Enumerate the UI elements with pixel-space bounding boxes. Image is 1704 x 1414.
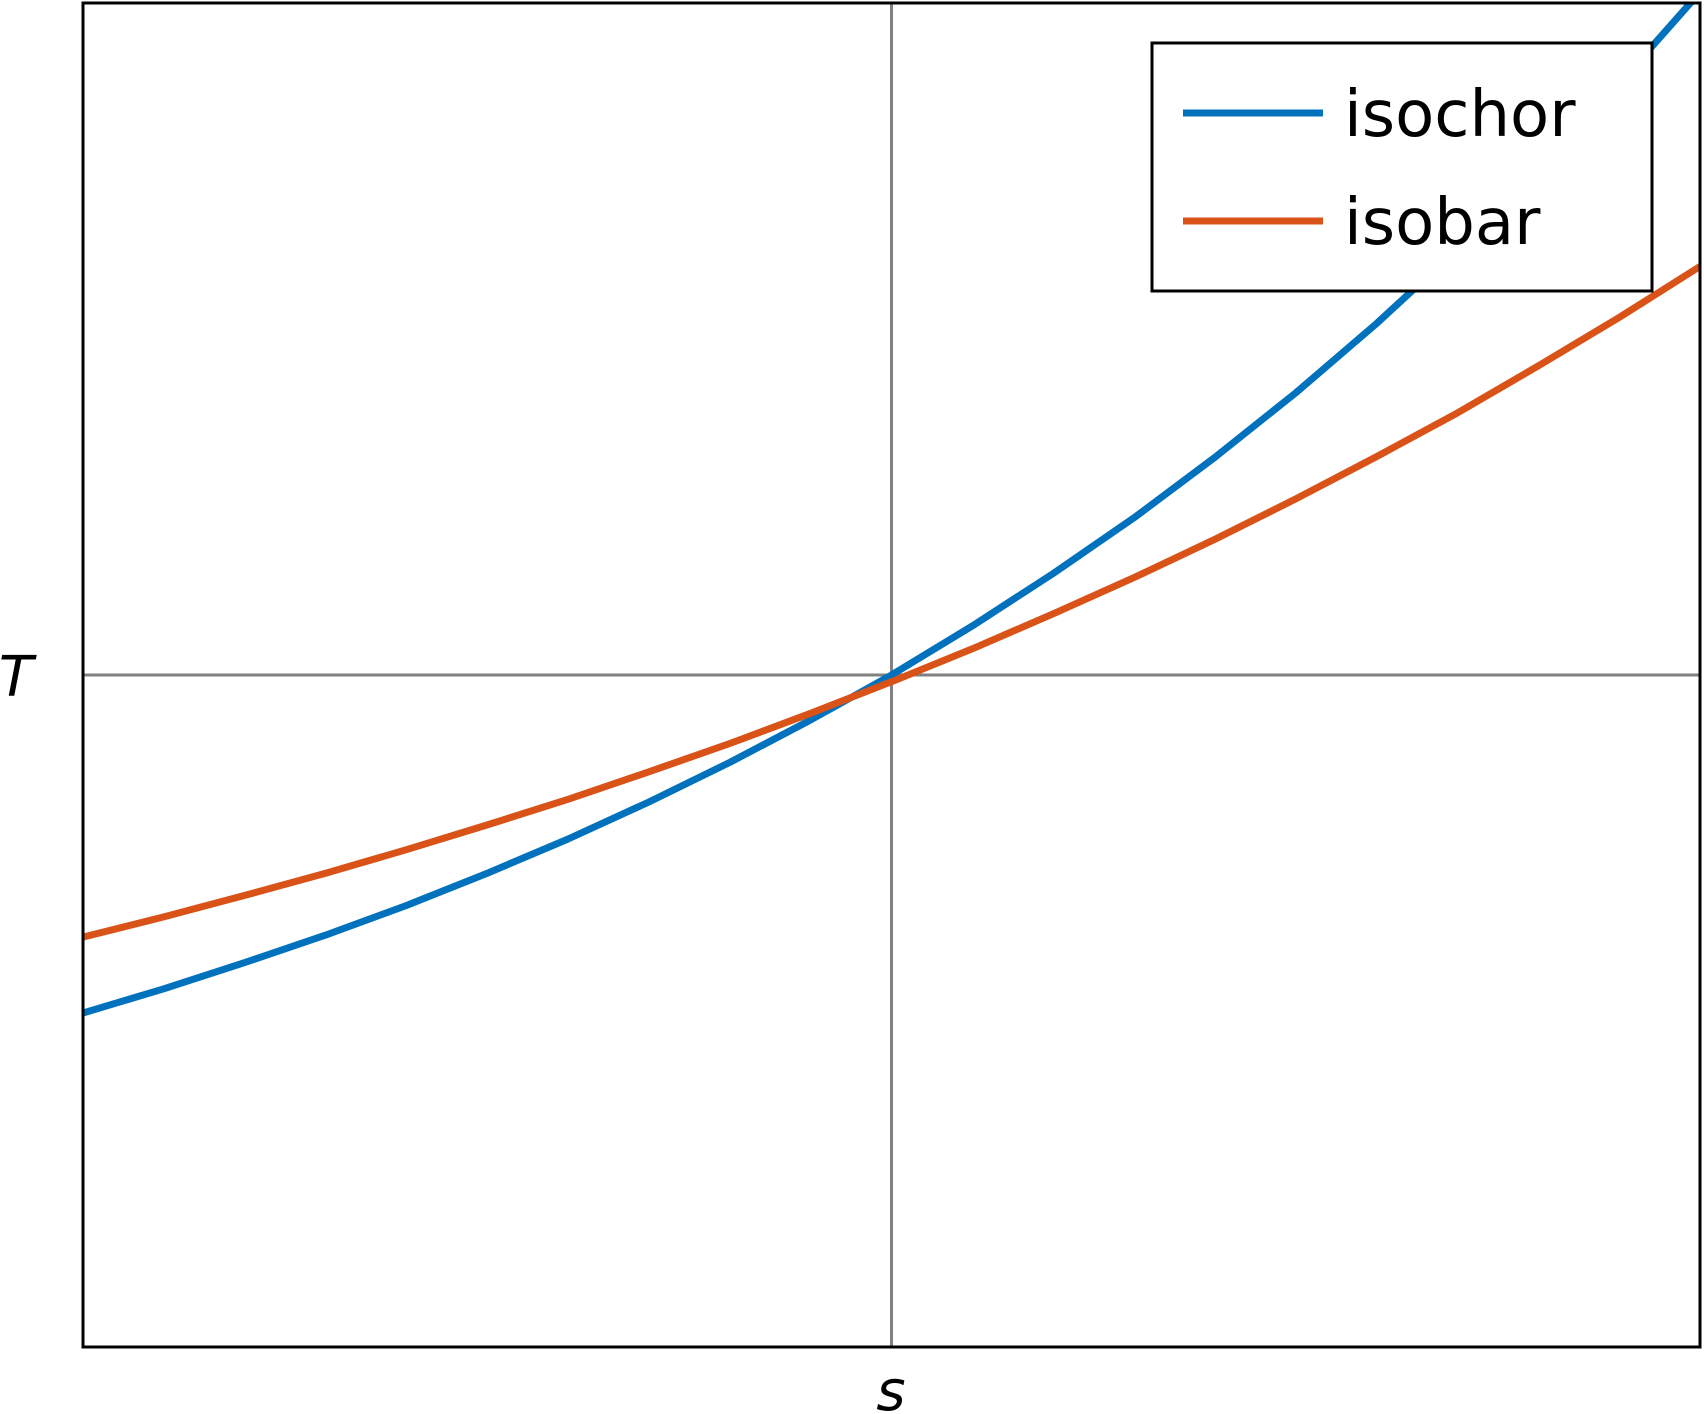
legend-label-isobar: isobar	[1344, 186, 1541, 260]
y-axis-label: T	[0, 645, 37, 710]
x-axis-label: s	[876, 1359, 905, 1414]
legend-label-isochor: isochor	[1344, 78, 1576, 152]
legend: isochor isobar	[1150, 41, 1654, 293]
series-line-isobar	[83, 263, 1700, 941]
plot-frame	[81, 1, 1702, 1349]
legend-box	[1150, 41, 1654, 293]
